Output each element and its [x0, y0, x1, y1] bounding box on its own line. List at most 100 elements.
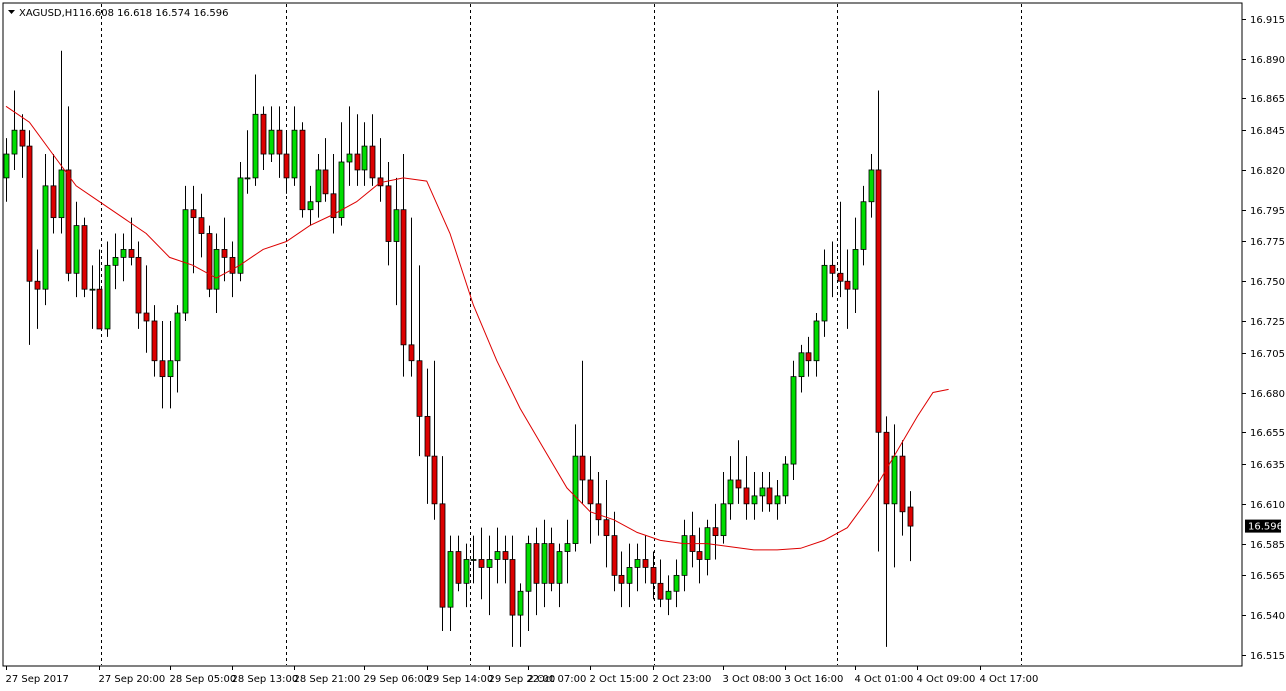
candle-bull: [852, 249, 859, 290]
candle-bear: [322, 169, 329, 195]
candle-bear: [330, 193, 337, 219]
candle-bear: [229, 256, 236, 274]
candle-bear: [198, 217, 205, 234]
candle-bear: [735, 479, 742, 489]
price-axis[interactable]: 16.915 16.890 16.865 16.845 16.820 16.795 16.7…: [1242, 15, 1285, 662]
moving-average-line: [5, 105, 949, 551]
candle-bear: [135, 256, 142, 314]
candle-bear: [424, 415, 431, 457]
candle-bear: [837, 272, 844, 282]
candle-bear: [439, 503, 446, 608]
time-tick-label: 3 Oct 16:00: [785, 674, 844, 685]
candle-bear: [143, 312, 150, 322]
candle-bull: [182, 209, 189, 314]
candle-bull: [665, 590, 672, 600]
candle-bull: [891, 455, 898, 505]
candle-bear: [618, 574, 625, 584]
candle-bear: [221, 249, 228, 258]
candle-bear: [190, 209, 197, 219]
candle-bull: [564, 543, 571, 552]
price-tick-label: 16.890: [1250, 55, 1285, 66]
candle-bear: [805, 352, 812, 362]
candle-bull: [720, 503, 727, 537]
candle-bull: [346, 153, 353, 163]
candle-bull: [572, 455, 579, 544]
candle-bear: [478, 559, 485, 568]
candle-bull: [798, 352, 805, 378]
candle-bull: [486, 559, 493, 568]
candle-bear: [899, 455, 906, 513]
candle-bull: [626, 567, 633, 584]
candle-bear: [283, 153, 290, 179]
candle-bear: [875, 169, 882, 433]
candle-bull: [782, 463, 789, 497]
candle-bear: [696, 551, 703, 560]
candle-bull: [120, 249, 127, 258]
candle-bull: [470, 559, 477, 561]
dropdown-triangle-icon[interactable]: [8, 10, 15, 14]
candle-bear: [657, 582, 664, 600]
candle-bear: [502, 551, 509, 560]
candle-bear: [533, 543, 540, 584]
candle-bull: [727, 479, 734, 505]
price-tick-label: 16.775: [1250, 237, 1285, 248]
time-tick-label: 29 Sep 14:00: [427, 674, 494, 685]
candle-bear: [50, 185, 57, 219]
candle-bear: [65, 169, 72, 274]
candle-bear: [829, 264, 836, 274]
candle-bear: [844, 280, 851, 290]
candle-bull: [361, 145, 368, 171]
candle-bear: [431, 455, 438, 505]
candle-bear: [34, 280, 41, 290]
candle-bear: [385, 185, 392, 242]
candle-bull: [315, 169, 322, 203]
candle-bull: [167, 360, 174, 378]
candle-bull: [213, 249, 220, 290]
candle-bull: [813, 320, 820, 362]
price-tick-label: 16.610: [1250, 500, 1285, 511]
candle-bear: [603, 519, 610, 537]
price-tick-label: 16.725: [1250, 317, 1285, 328]
candle-bull: [463, 559, 470, 584]
price-tick-label: 16.585: [1250, 540, 1285, 551]
candle-bull: [307, 201, 314, 211]
candle-bull: [237, 177, 244, 274]
time-tick-label: 2 Oct 23:00: [653, 674, 712, 685]
price-tick-label: 16.655: [1250, 428, 1285, 439]
price-tick-label: 16.635: [1250, 460, 1285, 471]
candles-layer: [3, 50, 914, 647]
candle-bull: [73, 225, 80, 274]
price-tick-label: 16.680: [1250, 389, 1285, 400]
time-tick-label: 4 Oct 17:00: [980, 674, 1039, 685]
plot-area[interactable]: [2, 2, 1243, 667]
candle-bull: [338, 161, 345, 219]
candle-bull: [252, 113, 259, 179]
candle-bear: [151, 320, 158, 362]
candle-bear: [595, 503, 602, 521]
candle-bull: [541, 543, 548, 584]
candle-bull: [42, 185, 49, 290]
candle-bull: [868, 169, 875, 203]
candle-bull: [774, 495, 781, 505]
price-tick-label: 16.845: [1250, 126, 1285, 137]
price-tick-label: 16.795: [1250, 206, 1285, 217]
price-tick-label: 16.750: [1250, 277, 1285, 288]
candle-bear: [369, 145, 376, 179]
candle-bear: [128, 249, 135, 258]
ohlc-label: 16.608 16.618 16.574 16.596: [79, 8, 229, 19]
candle-bull: [517, 590, 524, 616]
candle-bull: [447, 551, 454, 608]
time-tick-label: 4 Oct 01:00: [855, 674, 914, 685]
candle-bear: [19, 129, 26, 147]
candle-bear: [712, 527, 719, 537]
moving-average-layer: [5, 105, 949, 551]
candle-bear: [26, 145, 33, 282]
current-price-tag: 16.596: [1245, 519, 1283, 533]
chart-header: XAGUSD,H1 16.608 16.618 16.574 16.596: [8, 8, 229, 19]
candle-bull: [89, 288, 96, 291]
candle-bear: [611, 535, 618, 576]
candle-bear: [276, 129, 283, 155]
